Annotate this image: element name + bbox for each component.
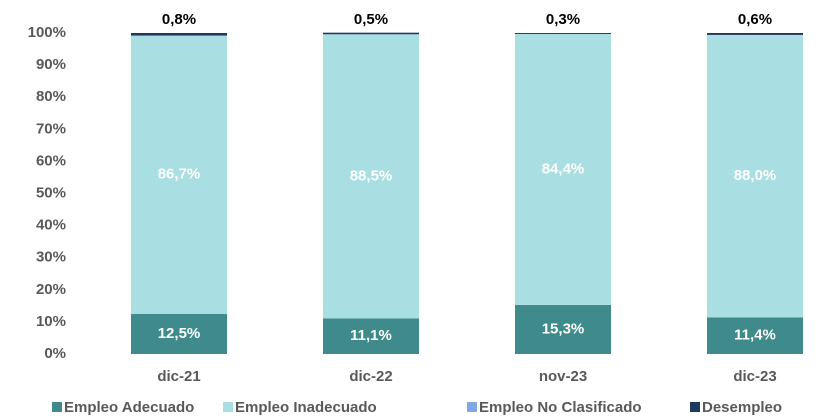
y-tick-label: 40% [36, 217, 66, 234]
legend-label: Empleo Inadecuado [235, 399, 377, 416]
x-tick-label: dic-21 [157, 368, 200, 385]
bar-segment [515, 33, 611, 34]
y-tick-label: 70% [36, 120, 66, 137]
data-label: 86,7% [158, 166, 201, 183]
data-label: 0,8% [162, 11, 196, 28]
legend-label: Empleo No Clasificado [479, 399, 642, 416]
y-tick-label: 0% [44, 345, 66, 362]
y-tick-label: 60% [36, 152, 66, 169]
data-label: 15,3% [542, 320, 585, 337]
data-label: 88,5% [350, 167, 393, 184]
bar-segment [707, 317, 803, 354]
legend-swatch [223, 402, 233, 412]
x-tick-label: nov-23 [539, 368, 587, 385]
bar-segment [131, 35, 227, 314]
y-tick-label: 10% [36, 313, 66, 330]
bar-segment [707, 33, 803, 35]
data-label: 11,4% [734, 327, 776, 344]
data-label: 0,6% [738, 11, 772, 28]
y-tick-label: 100% [28, 24, 66, 41]
data-label: 11,1% [350, 327, 392, 344]
y-tick-label: 30% [36, 249, 66, 266]
bar-segment [515, 304, 611, 354]
legend-label: Empleo Adecuado [64, 399, 194, 416]
x-tick-label: dic-22 [349, 368, 392, 385]
bar-segment [323, 32, 419, 35]
bar-segment [323, 34, 419, 319]
data-label: 84,4% [542, 160, 585, 177]
legend-swatch [690, 402, 700, 412]
y-tick-label: 20% [36, 281, 66, 298]
legend-swatch [52, 402, 62, 412]
bar-segment [323, 318, 419, 354]
data-label: 12,5% [158, 325, 201, 342]
y-tick-label: 50% [36, 184, 66, 201]
x-tick-label: dic-23 [733, 368, 776, 385]
data-label: 0,3% [546, 11, 580, 28]
bar-segment [131, 33, 227, 36]
legend-swatch [467, 402, 477, 412]
legend-label: Desempleo [702, 399, 782, 416]
y-tick-label: 90% [36, 56, 66, 73]
data-label: 88,0% [734, 167, 777, 184]
bar-segment [131, 313, 227, 354]
bar-segment [707, 34, 803, 318]
bar-segment [515, 33, 611, 305]
data-label: 0,5% [354, 11, 388, 28]
y-tick-label: 80% [36, 88, 66, 105]
